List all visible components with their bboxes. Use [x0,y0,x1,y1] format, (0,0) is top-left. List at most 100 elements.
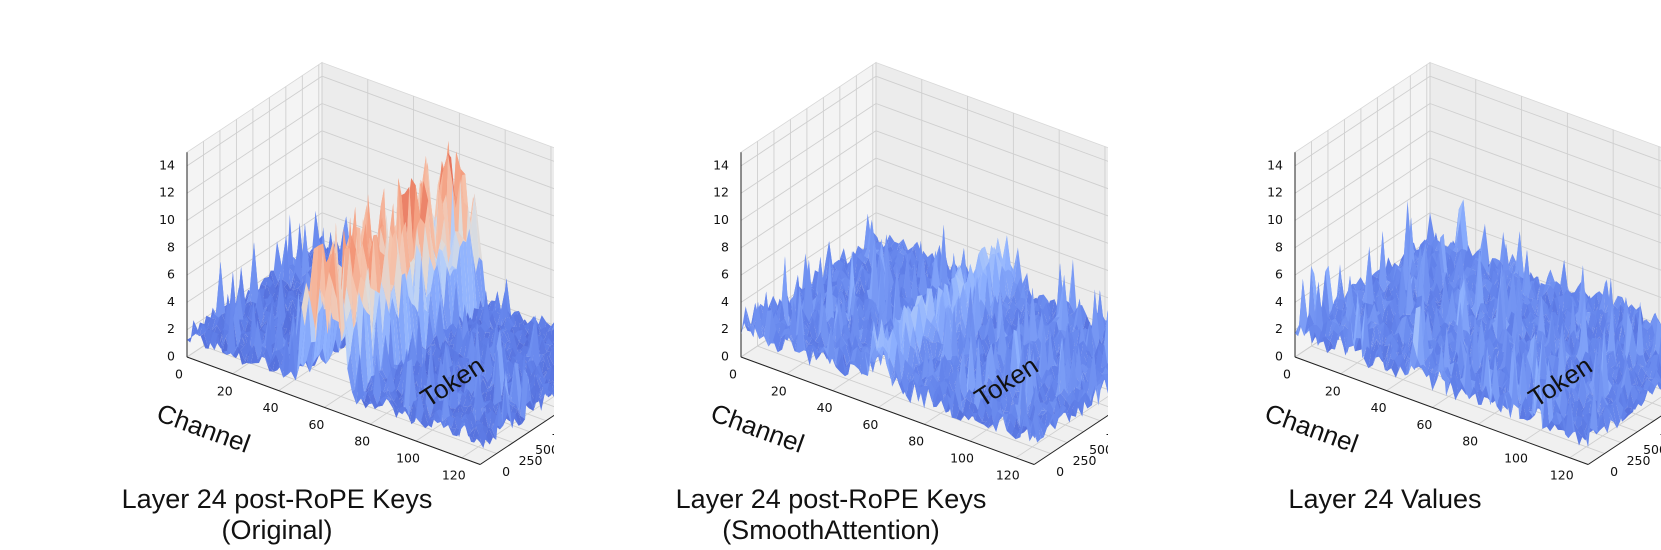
gridline [1429,157,1661,244]
y-tick-label: 750 [1106,431,1108,446]
y-tick-label: 0 [502,464,510,479]
gridline [1429,103,1661,189]
gridline [1015,395,1108,459]
chart-caption: Layer 24 post-RoPE Keys (SmoothAttention… [554,484,1108,546]
chart-caption: Layer 24 post-RoPE Keys (Original) [0,484,554,546]
z-tick-label: 6 [167,267,175,282]
z-tick-label: 14 [713,157,729,172]
gridline [203,345,497,454]
z-tick-label: 14 [1267,157,1283,172]
gridline [1429,130,1661,217]
gridline [875,157,1108,244]
y-tick-label: 500 [1089,442,1108,457]
x-axis-line [740,356,1035,465]
surface-plot-original: 0246810121402040608010012002505007501000… [153,61,554,480]
x-tick-label: 100 [950,451,974,466]
gridline [1294,185,1431,276]
x-tick-label: 0 [175,367,183,382]
x-tick-label: 20 [217,383,233,398]
x-tick-label: 60 [862,417,878,432]
y-tick-label: 0 [1610,464,1618,479]
gridline [875,103,1108,190]
chart-caption: Layer 24 Values [1108,484,1661,515]
gridline [321,103,554,190]
gridline [740,185,877,276]
z-tick-label: 8 [1275,239,1283,254]
gridline [1294,157,1431,249]
z-tick-label: 4 [1275,294,1283,309]
z-tick-label: 2 [721,321,729,336]
x-axis-label: Channel [1261,397,1362,458]
x-axis-label: Channel [153,397,254,458]
x-tick-label: 120 [1550,467,1574,480]
z-tick-label: 6 [1275,267,1283,282]
x-tick-label: 100 [1504,451,1528,466]
z-tick-label: 8 [721,239,729,254]
x-tick-label: 0 [1283,367,1291,382]
y-tick-label: 500 [1643,442,1661,457]
z-tick-label: 2 [1275,321,1283,336]
gridline [875,75,1108,162]
z-tick-label: 0 [721,349,729,364]
x-tick-label: 100 [396,451,420,466]
y-tick-label: 750 [1660,431,1661,446]
x-tick-label: 20 [771,383,787,398]
surface-plot-values: 0246810121402040608010012002505007501000… [1261,61,1661,480]
z-tick-label: 12 [713,185,729,200]
chart-panel-original: 0246810121402040608010012002505007501000… [0,0,554,550]
gridline [186,75,323,167]
chart-panel-smoothattention: 0246810121402040608010012002505007501000… [554,0,1108,550]
chart-title: Layer 24 post-RoPE Keys [121,484,433,514]
z-tick-label: 10 [1267,212,1283,227]
x-tick-label: 120 [442,467,466,480]
gridline [875,184,1108,271]
x-tick-label: 80 [354,434,370,449]
z-tick-label: 14 [159,157,175,172]
x-tick-label: 60 [1416,417,1432,432]
z-tick-label: 6 [721,267,729,282]
x-axis-line [1294,356,1589,465]
gridline [186,157,323,249]
y-axis-line [1033,414,1108,465]
z-tick-label: 2 [167,321,175,336]
x-axis-line [186,356,481,465]
y-tick-label: 500 [535,442,554,457]
surface-mesh [741,213,1108,443]
z-tick-label: 10 [713,212,729,227]
gridline [186,103,323,194]
chart-subtitle: (SmoothAttention) [722,515,940,545]
x-tick-label: 40 [263,400,279,415]
gridline [1294,75,1431,167]
y-tick-label: 750 [552,431,554,446]
gridline [1294,130,1431,221]
z-tick-label: 4 [721,294,729,309]
z-tick-label: 4 [167,294,175,309]
z-tick-label: 0 [167,349,175,364]
gridline [1569,396,1661,459]
z-tick-label: 8 [167,239,175,254]
gridline [186,130,323,221]
x-tick-label: 80 [1462,434,1478,449]
y-tick-label: 250 [1073,453,1097,468]
y-axis-line [1587,415,1661,465]
y-tick-label: 0 [1056,464,1064,479]
gridline [740,130,877,221]
gridline [1429,184,1661,271]
gridline [740,103,877,194]
y-axis-line [479,414,554,465]
chart-title: Layer 24 Values [1288,484,1482,514]
x-tick-label: 40 [1371,400,1387,415]
surface-plot-smoothattention: 0246810121402040608010012002505007501000… [707,61,1108,480]
x-tick-label: 60 [308,417,324,432]
gridline [186,185,323,276]
x-tick-label: 20 [1325,383,1341,398]
gridline [740,157,877,249]
gridline [1429,75,1661,162]
x-tick-label: 120 [996,467,1020,480]
surface-mesh [1295,199,1661,448]
x-tick-label: 40 [817,400,833,415]
gridline [757,345,1051,454]
gridline [1311,345,1605,454]
z-tick-label: 12 [159,185,175,200]
chart-panel-values: 0246810121402040608010012002505007501000… [1108,0,1661,550]
